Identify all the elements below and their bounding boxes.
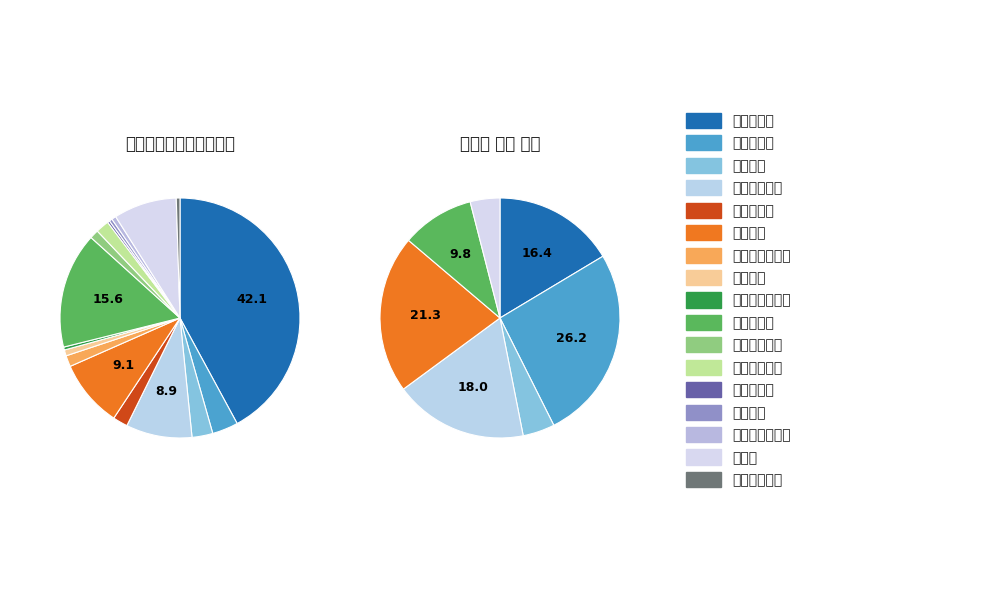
Wedge shape (380, 241, 500, 389)
Text: 18.0: 18.0 (458, 381, 488, 394)
Text: 16.4: 16.4 (521, 247, 552, 260)
Wedge shape (176, 198, 180, 318)
Wedge shape (500, 318, 554, 436)
Wedge shape (403, 318, 523, 438)
Wedge shape (114, 318, 180, 425)
Legend: ストレート, ツーシーム, シュート, カットボール, スプリット, フォーク, チェンジアップ, シンカー, 高速スライダー, スライダー, 縦スライダー, : ストレート, ツーシーム, シュート, カットボール, スプリット, フォーク,… (682, 109, 795, 491)
Wedge shape (64, 318, 180, 350)
Text: 26.2: 26.2 (556, 332, 587, 345)
Wedge shape (109, 219, 180, 318)
Wedge shape (180, 318, 237, 433)
Title: パ・リーグ全プレイヤー: パ・リーグ全プレイヤー (125, 134, 235, 152)
Wedge shape (112, 217, 180, 318)
Wedge shape (180, 318, 213, 437)
Title: 長谷川 信哦 選手: 長谷川 信哦 選手 (460, 134, 540, 152)
Text: 9.8: 9.8 (450, 248, 472, 262)
Wedge shape (409, 202, 500, 318)
Wedge shape (64, 318, 180, 356)
Text: 8.9: 8.9 (156, 385, 178, 398)
Wedge shape (66, 318, 180, 367)
Wedge shape (60, 238, 180, 347)
Wedge shape (91, 231, 180, 318)
Wedge shape (470, 198, 500, 318)
Wedge shape (97, 222, 180, 318)
Wedge shape (70, 318, 180, 418)
Text: 21.3: 21.3 (410, 309, 441, 322)
Wedge shape (180, 198, 300, 424)
Wedge shape (108, 221, 180, 318)
Text: 42.1: 42.1 (237, 293, 268, 306)
Text: 15.6: 15.6 (92, 293, 123, 307)
Wedge shape (500, 256, 620, 425)
Text: 9.1: 9.1 (112, 359, 134, 373)
Wedge shape (500, 198, 603, 318)
Wedge shape (127, 318, 192, 438)
Wedge shape (116, 198, 180, 318)
